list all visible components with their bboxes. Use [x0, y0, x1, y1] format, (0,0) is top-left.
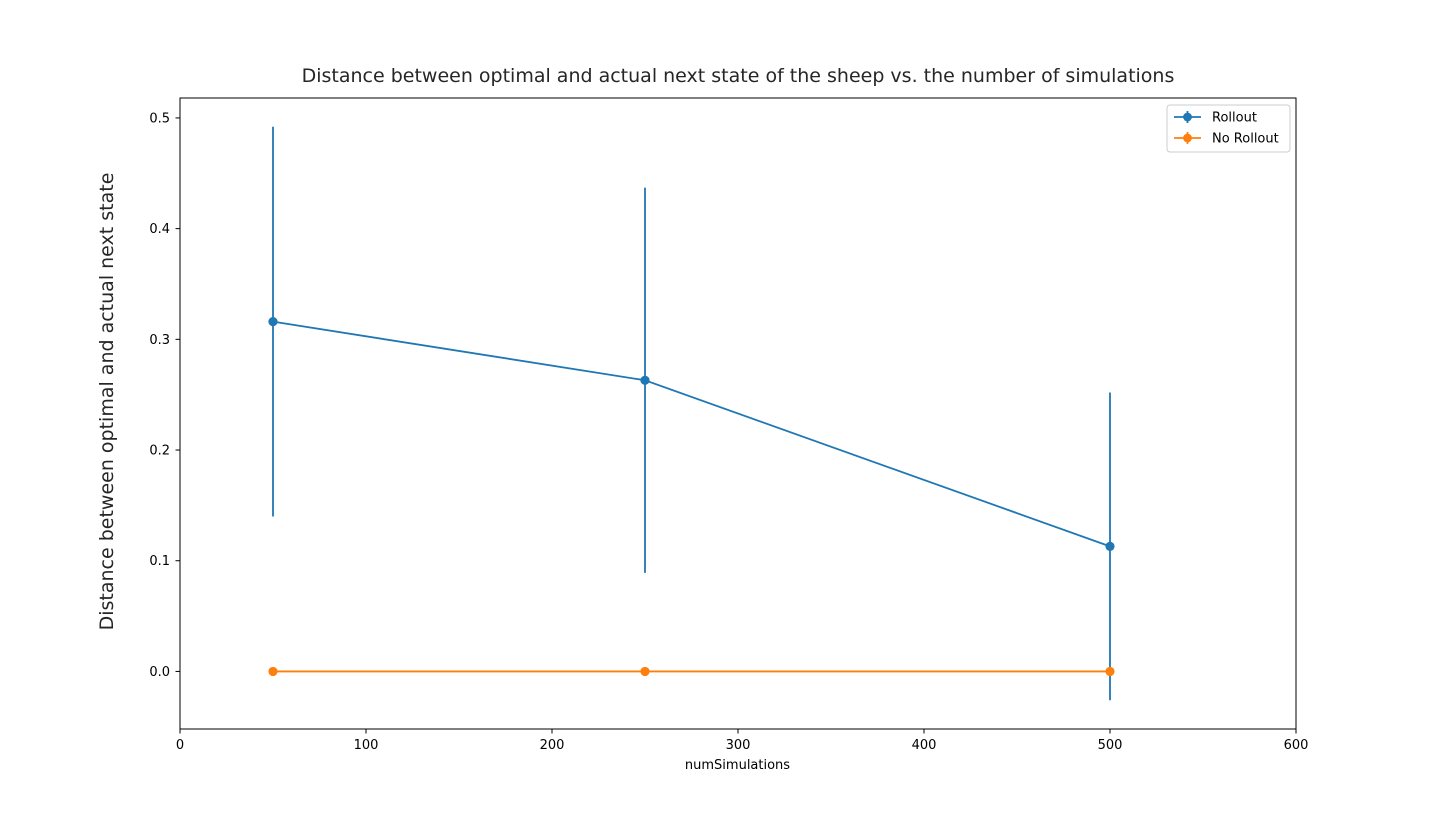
series-1 [268, 126, 1115, 701]
x-tick-label: 0 [176, 738, 184, 753]
y-axis-label: Distance between optimal and actual next… [96, 173, 118, 631]
data-point [268, 317, 278, 327]
chart-title: Distance between optimal and actual next… [302, 65, 1175, 87]
x-axis-label: numSimulations [685, 758, 790, 773]
legend-marker [1183, 112, 1192, 122]
legend-item: No Rollout [1174, 132, 1279, 147]
x-tick-label: 500 [1098, 738, 1123, 753]
y-tick-label: 0.3 [149, 333, 170, 348]
series-2 [268, 666, 1115, 677]
y-tick-label: 0.5 [149, 111, 170, 126]
legend-label: No Rollout [1212, 132, 1279, 147]
data-point [1105, 666, 1115, 677]
x-tick-label: 300 [726, 738, 751, 753]
y-tick-label: 0.1 [149, 554, 170, 569]
data-point [1105, 541, 1115, 551]
y-tick-label: 0.0 [149, 665, 170, 680]
x-tick-label: 200 [540, 738, 565, 753]
x-tick-label: 100 [354, 738, 379, 753]
y-tick-label: 0.4 [149, 222, 170, 237]
series-line [272, 320, 1111, 548]
plot-area [179, 97, 1297, 730]
legend-label: Rollout [1212, 111, 1257, 126]
legend-item: Rollout [1174, 111, 1257, 126]
axis-ticks: 0 100 200 300 400 500 600 0.0 0.1 0.2 0.3 0.4 0.5 [149, 111, 1308, 753]
legend-marker [1183, 133, 1192, 143]
y-tick-label: 0.2 [149, 444, 170, 459]
legend: Rollout No Rollout [1166, 104, 1291, 153]
data-point [640, 666, 650, 677]
data-point [268, 666, 278, 677]
x-tick-label: 400 [912, 738, 937, 753]
data-point [640, 375, 650, 385]
x-tick-label: 600 [1284, 738, 1309, 753]
